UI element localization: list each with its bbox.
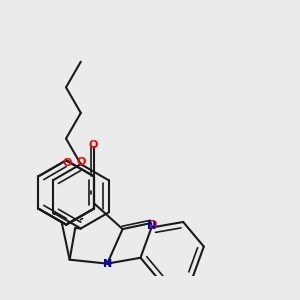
Text: O: O: [88, 140, 98, 150]
Text: O: O: [76, 157, 86, 167]
Text: N: N: [147, 221, 156, 231]
Text: O: O: [62, 158, 71, 168]
Text: N: N: [103, 259, 112, 269]
Text: O: O: [147, 220, 157, 230]
